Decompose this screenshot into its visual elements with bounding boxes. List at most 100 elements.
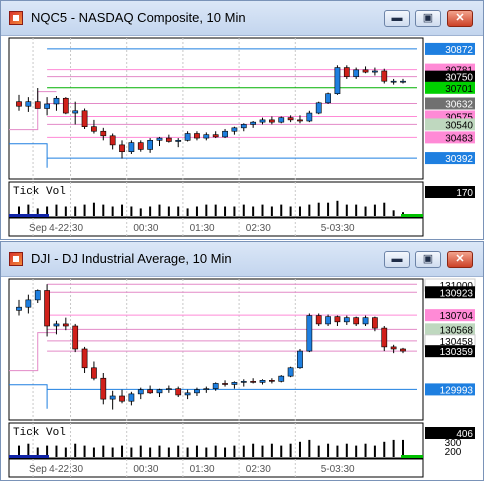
candle (287, 367, 294, 377)
price-tag-label: 129993 (440, 385, 474, 396)
candle (128, 142, 135, 153)
nqc5-chart-window: NQC5 - NASDAQ Composite, 10 Min ▬ ▣ ✕ 30… (0, 0, 484, 240)
time-label: 4-22:30 (49, 223, 83, 234)
title-bar[interactable]: NQC5 - NASDAQ Composite, 10 Min ▬ ▣ ✕ (1, 1, 483, 36)
level-line (9, 91, 57, 131)
candle (147, 140, 153, 150)
price-tag-label: 130568 (440, 325, 474, 336)
candle (278, 117, 285, 123)
candle (44, 290, 50, 327)
price-tag-label: 30483 (445, 133, 473, 144)
time-label: 01:30 (190, 464, 215, 475)
volume-marker (401, 455, 423, 458)
candle (362, 317, 369, 325)
level-line (9, 384, 48, 409)
candle (119, 395, 125, 402)
price-tag (425, 97, 475, 110)
volume-value-tag (425, 427, 475, 439)
volume-marker (401, 214, 423, 217)
candle (72, 325, 79, 350)
restore-button[interactable]: ▣ (415, 251, 441, 268)
price-tag (425, 345, 475, 358)
price-tag-label: 30632 (445, 99, 473, 110)
time-label: Sep (29, 223, 47, 234)
volume-marker (9, 214, 49, 217)
time-label: Sep (29, 464, 47, 475)
minimize-button[interactable]: ▬ (384, 251, 410, 268)
candle (250, 381, 257, 383)
volume-tick-label: 300 (445, 438, 462, 449)
candle (137, 389, 144, 395)
candle (100, 130, 107, 137)
candle (16, 101, 22, 107)
candle (372, 317, 378, 329)
price-tag (425, 323, 475, 336)
time-label: 00:30 (133, 464, 158, 475)
price-chart[interactable]: 1310001309231307041305681304581303591299… (1, 277, 483, 480)
close-button[interactable]: ✕ (447, 10, 473, 27)
minimize-button[interactable]: ▬ (384, 10, 410, 27)
candle (34, 290, 41, 301)
restore-button[interactable]: ▣ (415, 10, 441, 27)
candle (184, 392, 191, 396)
candle (91, 367, 97, 379)
price-chart[interactable]: 3087230781307503070130632305753054030483… (1, 36, 483, 239)
price-tag-label: 130923 (440, 288, 474, 299)
chart-app-icon (9, 11, 23, 25)
candle (44, 103, 50, 109)
candle (203, 134, 210, 139)
candle (362, 69, 369, 73)
candle (400, 80, 406, 83)
candle (231, 127, 238, 132)
candle (297, 119, 303, 122)
time-label: 4-22:30 (49, 464, 83, 475)
price-tag-label: 130359 (440, 347, 474, 358)
candle (269, 380, 275, 382)
time-label: 02:30 (246, 223, 271, 234)
candle (81, 110, 88, 127)
candle (334, 67, 341, 95)
volume-tick-label: 200 (445, 447, 462, 458)
candle (381, 70, 388, 82)
candle (240, 124, 247, 129)
candle (353, 69, 360, 77)
price-tag (425, 70, 475, 83)
price-tag (425, 131, 475, 144)
candle (269, 119, 275, 123)
candle (278, 375, 285, 382)
time-label: 5-03:30 (321, 223, 355, 234)
price-tag (425, 118, 475, 131)
candle (306, 315, 313, 352)
plot-frame (8, 278, 424, 421)
candle (400, 348, 406, 352)
close-button[interactable]: ✕ (447, 251, 473, 268)
time-axis-frame (8, 217, 424, 237)
price-tag-label: 30540 (445, 120, 473, 131)
candle (175, 388, 182, 396)
candle (53, 97, 60, 105)
candle (315, 315, 322, 325)
candle (194, 389, 200, 394)
candle (372, 70, 378, 73)
candle (91, 126, 97, 132)
candle (297, 350, 303, 369)
candle (81, 348, 88, 369)
candle (343, 317, 350, 323)
candle (222, 130, 228, 138)
time-label: 01:30 (190, 223, 215, 234)
volume-value-tag (425, 186, 475, 198)
candle (147, 389, 153, 394)
candle (184, 133, 191, 141)
price-tag (425, 383, 475, 396)
volume-value-label: 170 (456, 188, 473, 199)
title-bar[interactable]: DJI - DJ Industrial Average, 10 Min ▬ ▣ … (1, 242, 483, 277)
candle (194, 133, 200, 139)
window-title: NQC5 - NASDAQ Composite, 10 Min (31, 10, 246, 25)
price-tag (425, 152, 475, 165)
candle (62, 97, 69, 114)
level-line (9, 143, 48, 168)
candle (25, 299, 32, 308)
price-tag-label: 30575 (445, 112, 473, 123)
candle (353, 317, 360, 325)
candle (231, 382, 238, 385)
